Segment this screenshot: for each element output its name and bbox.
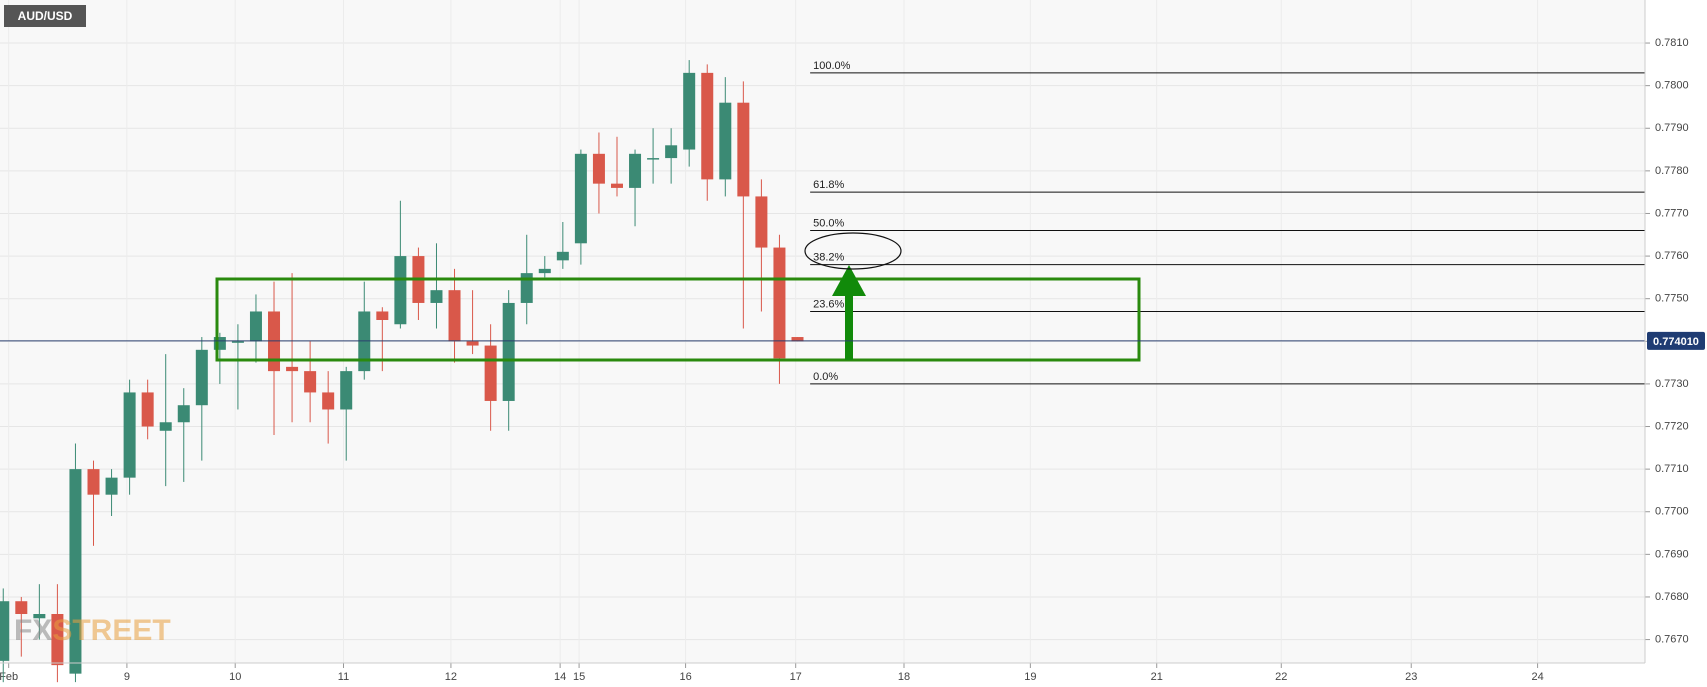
fib-label: 61.8%: [813, 179, 844, 191]
fib-label: 100.0%: [813, 60, 851, 72]
candle-body: [231, 341, 244, 343]
candle-body: [177, 405, 190, 423]
symbol-title: AUD/USD: [18, 9, 73, 23]
x-tick-label: 23: [1405, 671, 1417, 683]
candle-body: [105, 477, 118, 495]
candle-body: [538, 268, 551, 274]
candle-body: [141, 392, 154, 427]
candle-body: [249, 311, 262, 342]
highlight-ellipse: [804, 232, 902, 270]
symbol-box: [4, 5, 86, 27]
candle-body: [87, 469, 100, 495]
x-tick-label: 9: [124, 671, 130, 683]
y-tick-label: 0.7690: [1655, 548, 1689, 560]
x-tick-label: 12: [445, 671, 457, 683]
candle-body: [322, 392, 335, 410]
candle-body: [592, 153, 605, 184]
candle-body: [719, 102, 732, 180]
candle-body: [629, 153, 642, 188]
candle-body: [340, 371, 353, 410]
plot-background: [0, 0, 1645, 663]
y-tick-label: 0.7720: [1655, 420, 1689, 432]
x-tick-label: 24: [1531, 671, 1543, 683]
candle-body: [701, 72, 714, 180]
candle-body: [0, 601, 10, 661]
x-tick-label: 15: [573, 671, 585, 683]
candle-body: [195, 349, 208, 406]
candle-body: [791, 337, 804, 342]
x-tick-label: 22: [1275, 671, 1287, 683]
candles: [0, 60, 804, 683]
x-tick-label: 21: [1151, 671, 1163, 683]
y-tick-label: 0.7790: [1655, 122, 1689, 134]
x-tick-label: Feb: [0, 671, 18, 683]
fib-label: 0.0%: [813, 371, 838, 383]
last-price-box: [1647, 331, 1705, 350]
candle-body: [448, 290, 461, 342]
watermark-street: STREET: [52, 614, 170, 647]
candle-body: [15, 601, 28, 614]
candle-body: [394, 256, 407, 325]
x-tick-label: 10: [229, 671, 241, 683]
candle-body: [755, 196, 768, 248]
watermark: FXSTREET: [14, 614, 171, 647]
x-tick-label: 14: [554, 671, 566, 683]
candle-body: [69, 469, 82, 674]
candle-body: [466, 341, 479, 346]
y-tick-label: 0.7770: [1655, 207, 1689, 219]
last-price-label: 0.774010: [1653, 336, 1699, 348]
candle-body: [430, 290, 443, 303]
candle-body: [123, 392, 136, 478]
x-tick-label: 19: [1024, 671, 1036, 683]
candle-body: [665, 145, 678, 159]
fibonacci: 100.0% 61.8% 50.0% 38.2% 23.6% 0.0%: [810, 60, 1645, 385]
y-tick-label: 0.7670: [1655, 633, 1689, 645]
fib-label: 50.0%: [813, 217, 844, 229]
candle-body: [647, 158, 660, 160]
range-box: [215, 277, 1141, 362]
fib-label: 23.6%: [813, 298, 844, 310]
y-tick-label: 0.7710: [1655, 463, 1689, 475]
watermark-fx: FX: [14, 614, 52, 647]
candle-body: [574, 153, 587, 244]
candle-body: [520, 273, 533, 303]
candle-body: [683, 72, 696, 150]
candle-body: [484, 345, 497, 401]
candle-body: [51, 613, 64, 666]
y-tick-label: 0.7730: [1655, 378, 1689, 390]
candle-body: [502, 302, 515, 401]
y-tick-label: 0.7810: [1655, 37, 1689, 49]
x-tick-label: 16: [679, 671, 691, 683]
candle-body: [610, 183, 623, 188]
candle-body: [556, 251, 569, 261]
y-tick-label: 0.7780: [1655, 165, 1689, 177]
up-arrow: [832, 265, 866, 360]
y-tick-label: 0.7800: [1655, 80, 1689, 92]
overlay: 0.774010: [0, 331, 1705, 350]
candle-body: [737, 102, 750, 197]
candle-body: [773, 247, 786, 359]
candle-body: [376, 311, 389, 320]
candle-body: [304, 371, 317, 393]
x-tick-label: 17: [790, 671, 802, 683]
y-tick-label: 0.7700: [1655, 506, 1689, 518]
candle-body: [33, 613, 46, 619]
y-tick-label: 0.7760: [1655, 250, 1689, 262]
candle-body: [159, 422, 172, 431]
candle-body: [286, 366, 299, 372]
x-tick-label: 18: [898, 671, 910, 683]
x-tick-label: 11: [338, 671, 349, 683]
y-tick-label: 0.7750: [1655, 293, 1689, 305]
fib-label: 38.2%: [813, 252, 844, 264]
y-tick-label: 0.7680: [1655, 591, 1689, 603]
